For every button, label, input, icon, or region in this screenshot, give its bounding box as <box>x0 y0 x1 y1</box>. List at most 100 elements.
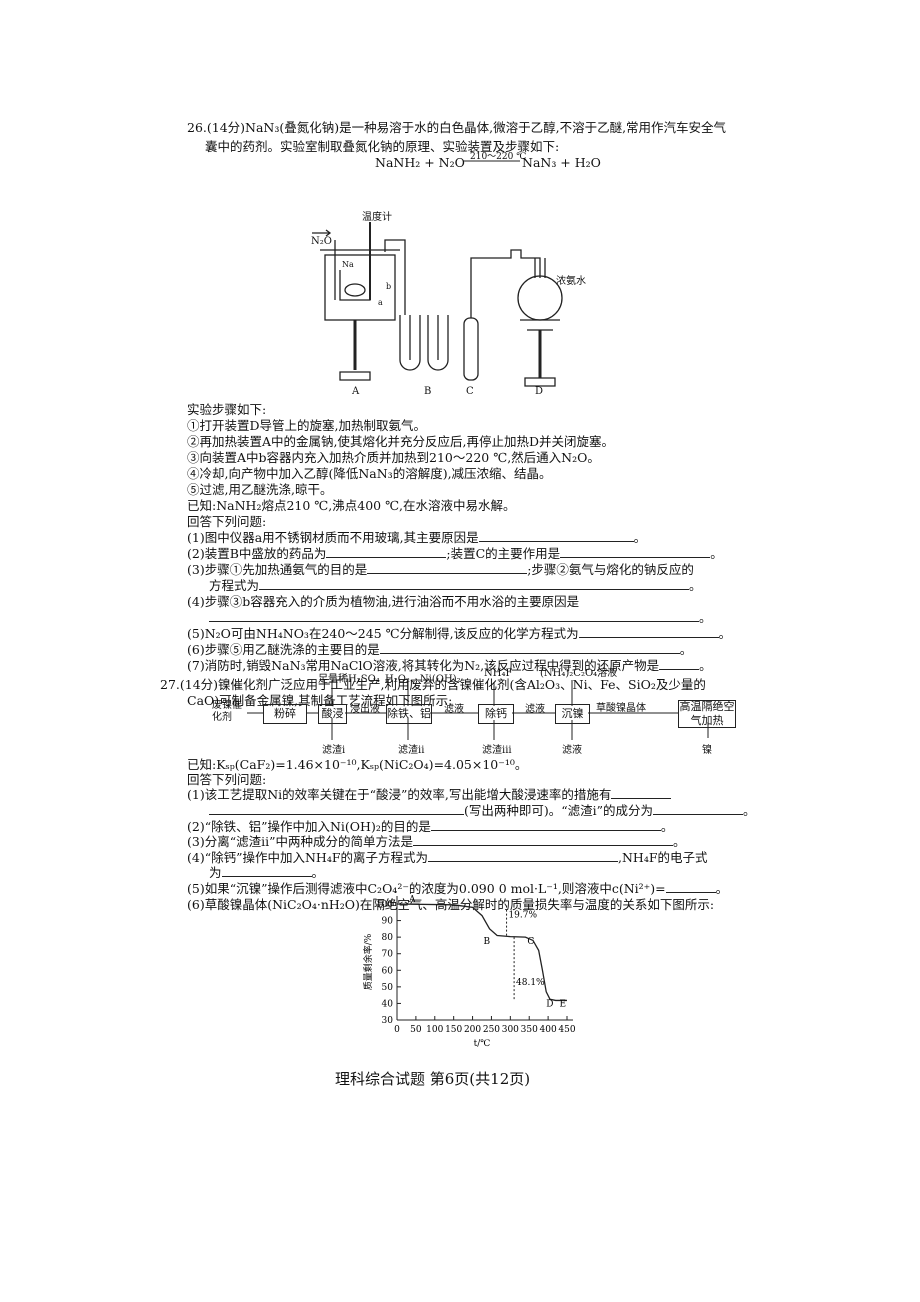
output: 滤渣ii <box>398 745 425 756</box>
text: 已知:Kₛₚ(CaF₂)=1.46×10⁻¹⁰,Kₛₚ(NiC₂O₄)=4.05… <box>187 757 528 772</box>
apparatus-label: b <box>386 282 392 291</box>
equation-condition: 210～220 ℃ <box>470 152 527 162</box>
apparatus-unit: D <box>535 386 544 397</box>
q-text: 为 <box>209 865 222 880</box>
apparatus-label: N₂O <box>311 236 332 247</box>
q-text: 。 <box>699 610 712 625</box>
apparatus <box>312 222 563 387</box>
question: 为。 <box>209 865 324 880</box>
x-tick-label: 50 <box>410 1025 422 1035</box>
q-text: (1)该工艺提取Ni的效率关键在于“酸浸”的效率,写出能增大酸浸速率的措施有 <box>187 787 612 802</box>
y-tick-label: 70 <box>382 950 394 960</box>
text: 回答下列问题: <box>187 514 267 529</box>
q-text: (6)步骤⑤用乙醚洗涤的主要目的是 <box>187 642 380 657</box>
blank <box>209 803 464 815</box>
stream: 滤液 <box>444 704 464 715</box>
blank <box>665 881 716 893</box>
x-tick-label: 350 <box>521 1025 538 1035</box>
step: ④冷却,向产物中加入乙醇(降低NaN₃的溶解度),减压浓缩、结晶。 <box>187 466 552 481</box>
y-tick-label: 80 <box>382 933 394 943</box>
q-text: ;步骤②氨气与熔化的钠反应的 <box>527 562 694 577</box>
y-tick-label: 100 <box>376 900 393 910</box>
x-tick-label: 0 <box>394 1025 400 1035</box>
blank <box>221 865 312 877</box>
q-text: ,NH₄F的电子式 <box>618 850 708 865</box>
process-step: 高温隔绝空气加热 <box>678 700 736 728</box>
q-text: (4)“除钙”操作中加入NH₄F的离子方程式为 <box>187 850 429 865</box>
annotation: 19.7% <box>508 910 537 920</box>
blank <box>412 834 673 846</box>
y-tick-label: 90 <box>382 917 394 927</box>
blank <box>367 562 528 574</box>
footer: 理科综合试题 第6页(共12页) <box>335 1070 531 1088</box>
y-tick-label: 30 <box>382 1016 394 1026</box>
question: (3)分离“滤渣ii”中两种成分的简单方法是 。 <box>187 834 686 849</box>
blank <box>611 787 672 799</box>
q-text: 方程式为 <box>209 578 260 593</box>
x-tick-label: 250 <box>483 1025 500 1035</box>
q-text: (2)“除铁、铝”操作中加入Ni(OH)₂的目的是 <box>187 819 431 834</box>
x-tick-label: 200 <box>464 1025 481 1035</box>
y-tick-label: 60 <box>382 966 394 976</box>
q-text: (5)如果“沉镍”操作后测得滤液中C₂O₄²⁻的浓度为0.090 0 mol·L… <box>187 881 666 896</box>
question: (6)步骤⑤用乙醚洗涤的主要目的是 。 <box>187 642 692 657</box>
question: (2)“除铁、铝”操作中加入Ni(OH)₂的目的是 。 <box>187 819 673 834</box>
step: ③向装置A中b容器内充入加热介质并加热到210～220 ℃,然后通入N₂O。 <box>187 450 600 465</box>
question: (1)图中仪器a用不锈钢材质而不用玻璃,其主要原因是 。 <box>187 530 646 545</box>
q-text: 。 <box>660 819 674 834</box>
x-tick-label: 300 <box>502 1025 519 1035</box>
q-text: 。 <box>699 658 712 673</box>
question: (7)消防时,销毁NaN₃常用NaClO溶液,将其转化为N₂,该反应过程中得到的… <box>187 658 712 673</box>
reagent: 足量稀H₂SO₄ <box>318 674 380 685</box>
reagent: H₂O₂、Ni(OH)₂ <box>385 674 461 685</box>
step: ①打开装置D导管上的旋塞,加热制取氨气。 <box>187 418 426 433</box>
y-axis-label: 质量剩余率/% <box>362 933 374 990</box>
x-tick-label: 150 <box>445 1025 462 1035</box>
q-text: 。 <box>633 530 647 545</box>
heading: 27.(14分)镍催化剂广泛应用于工业生产,利用废弃的含镍催化剂(含Al₂O₃、… <box>160 677 706 692</box>
output: 滤液 <box>562 745 582 756</box>
blank <box>478 530 634 542</box>
point-label: C <box>527 937 534 947</box>
q-text: (2)装置B中盛放的药品为 <box>187 546 327 561</box>
text: 已知:NaNH₂熔点210 ℃,沸点400 ℃,在水溶液中易水解。 <box>187 498 516 513</box>
q-text: (3)分离“滤渣ii”中两种成分的简单方法是 <box>187 834 413 849</box>
question: 方程式为 。 <box>209 578 702 593</box>
output: 滤渣iii <box>482 745 512 756</box>
q-text: 。 <box>689 578 702 593</box>
blank <box>578 626 719 638</box>
process-step: 除铁、铝 <box>386 704 432 724</box>
x-axis-label: t/℃ <box>474 1039 491 1049</box>
question: (4)步骤③b容器充入的介质为植物油,进行油浴而不用水浴的主要原因是 <box>187 594 579 609</box>
x-tick-label: 100 <box>426 1025 443 1035</box>
process-step: 酸浸 <box>318 704 347 724</box>
process-step: 沉镍 <box>555 704 590 724</box>
heading: 26.(14分)NaN₃(叠氮化钠)是一种易溶于水的白色晶体,微溶于乙醇,不溶于… <box>187 120 727 135</box>
heading: 囊中的药剂。实验室制取叠氮化钠的原理、实验装置及步骤如下: <box>205 139 560 154</box>
point-label: D <box>546 1000 553 1010</box>
q-text: (1)图中仪器a用不锈钢材质而不用玻璃,其主要原因是 <box>187 530 479 545</box>
apparatus-label: Na <box>342 260 354 269</box>
q-text: ;装置C的主要作用是 <box>446 546 561 561</box>
question: (4)“除钙”操作中加入NH₄F的离子方程式为 ,NH₄F的电子式 <box>187 850 708 865</box>
point-label: B <box>483 937 490 947</box>
heading: CaO)可制备金属镍,其制备工艺流程如下图所示: <box>187 693 453 708</box>
question: (1)该工艺提取Ni的效率关键在于“酸浸”的效率,写出能增大酸浸速率的措施有 <box>187 787 672 802</box>
apparatus-label: 浓氨水 <box>556 276 586 287</box>
q-text: 。 <box>718 626 732 641</box>
process-step: 粉碎 <box>263 704 307 724</box>
question: (3)步骤①先加热通氨气的目的是 ;步骤②氨气与熔化的钠反应的 <box>187 562 694 577</box>
x-tick-label: 400 <box>540 1025 557 1035</box>
blank <box>560 546 711 558</box>
y-tick-label: 50 <box>382 983 394 993</box>
text: 回答下列问题: <box>187 772 267 787</box>
question: (写出两种即可)。“滤渣i”的成分为 。 <box>209 803 756 818</box>
annotation: 48.1% <box>516 978 545 988</box>
equation: NaNH₂ + N₂O <box>375 155 465 170</box>
stream: 草酸镍晶体 <box>596 703 646 714</box>
question: (2)装置B中盛放的药品为 ;装置C的主要作用是 。 <box>187 546 723 561</box>
feed: 废镍催化剂 <box>212 700 242 723</box>
text: 实验步骤如下: <box>187 402 267 417</box>
